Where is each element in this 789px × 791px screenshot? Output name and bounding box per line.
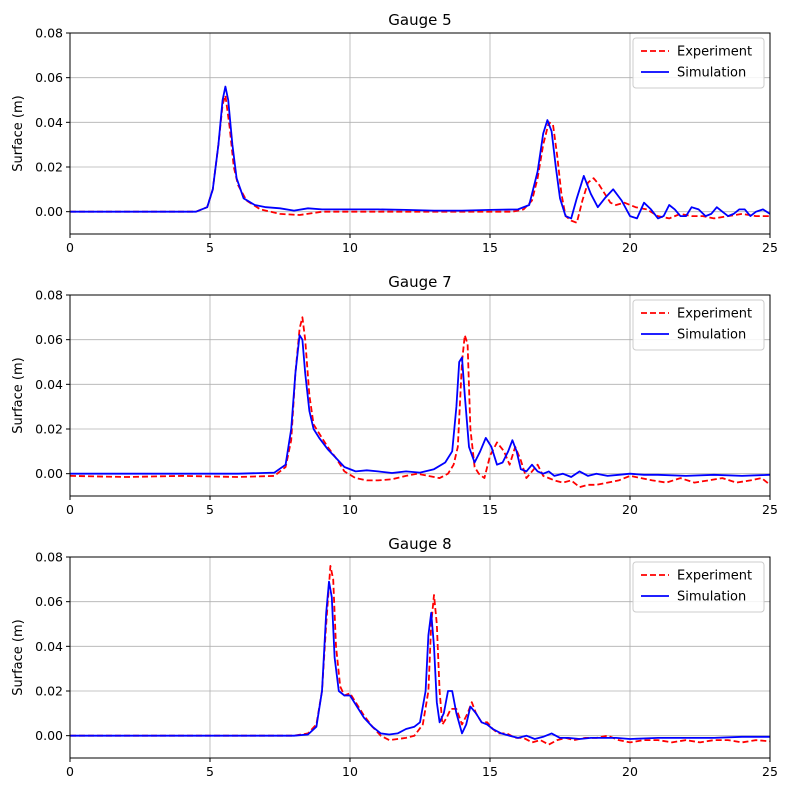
x-tick-label: 5 bbox=[206, 240, 214, 255]
y-tick-label: 0.02 bbox=[35, 422, 63, 437]
x-tick-label: 0 bbox=[66, 502, 74, 517]
legend-box bbox=[632, 299, 765, 351]
y-tick-label: 0.00 bbox=[35, 204, 63, 219]
legend-label-experiment: Experiment bbox=[677, 45, 752, 60]
series-line-simulation bbox=[70, 580, 770, 740]
x-tick-label: 15 bbox=[482, 764, 498, 779]
chart-title: Gauge 7 bbox=[388, 273, 451, 291]
y-tick-label: 0.06 bbox=[35, 70, 63, 85]
y-tick-label: 0.08 bbox=[35, 26, 63, 41]
legend-label-experiment: Experiment bbox=[677, 307, 752, 322]
axes-frame bbox=[69, 294, 771, 497]
chart-title: Gauge 8 bbox=[388, 535, 451, 553]
x-tick-label: 25 bbox=[762, 240, 778, 255]
x-tick-label: 0 bbox=[66, 764, 74, 779]
chart-panel-3: 0 5 10 15 20 25 0.00 0.02 0.04 0.06 0.08 Gauge 8 Sur… bbox=[11, 535, 778, 779]
y-tick-label: 0.00 bbox=[35, 466, 63, 481]
legend-label-simulation: Simulation bbox=[677, 590, 746, 605]
y-axis-label: Surface (m) bbox=[11, 619, 26, 695]
series-line-simulation bbox=[70, 85, 770, 220]
x-tick-label: 25 bbox=[762, 764, 778, 779]
y-tick-label: 0.08 bbox=[35, 288, 63, 303]
x-tick-label: 15 bbox=[482, 502, 498, 517]
series-line-experiment bbox=[70, 94, 770, 224]
x-tick-label: 10 bbox=[342, 502, 358, 517]
x-tick-label: 20 bbox=[622, 764, 638, 779]
x-tick-label: 10 bbox=[342, 764, 358, 779]
y-tick-label: 0.08 bbox=[35, 550, 63, 565]
chart-panel-1: 0 5 10 15 20 25 0.00 0.02 0.04 0.06 0.08 Gauge 5 Sur… bbox=[11, 11, 778, 255]
x-tick-label: 25 bbox=[762, 502, 778, 517]
legend-box bbox=[632, 37, 765, 89]
y-axis-label: Surface (m) bbox=[11, 357, 26, 433]
y-tick-label: 0.06 bbox=[35, 594, 63, 609]
axes-frame bbox=[69, 556, 771, 759]
x-tick-label: 20 bbox=[622, 502, 638, 517]
legend: Experiment Simulation bbox=[632, 299, 765, 351]
legend: Experiment Simulation bbox=[632, 561, 765, 613]
x-tick-label: 10 bbox=[342, 240, 358, 255]
x-tick-label: 20 bbox=[622, 240, 638, 255]
x-tick-label: 15 bbox=[482, 240, 498, 255]
y-tick-label: 0.04 bbox=[35, 115, 63, 130]
x-tick-label: 5 bbox=[206, 764, 214, 779]
y-tick-label: 0.02 bbox=[35, 684, 63, 699]
legend-label-simulation: Simulation bbox=[677, 328, 746, 343]
series-line-simulation bbox=[70, 334, 770, 478]
y-tick-label: 0.06 bbox=[35, 332, 63, 347]
y-axis-label: Surface (m) bbox=[11, 95, 26, 171]
chart-panel-2: 0 5 10 15 20 25 0.00 0.02 0.04 0.06 0.08 Gauge 7 Sur… bbox=[11, 273, 778, 517]
x-tick-label: 5 bbox=[206, 502, 214, 517]
y-tick-label: 0.02 bbox=[35, 160, 63, 175]
legend: Experiment Simulation bbox=[632, 37, 765, 89]
legend-box bbox=[632, 561, 765, 613]
y-tick-label: 0.04 bbox=[35, 639, 63, 654]
series-line-experiment bbox=[70, 316, 770, 488]
legend-label-simulation: Simulation bbox=[677, 66, 746, 81]
y-tick-label: 0.04 bbox=[35, 377, 63, 392]
chart-title: Gauge 5 bbox=[388, 11, 451, 29]
legend-label-experiment: Experiment bbox=[677, 569, 752, 584]
x-tick-label: 0 bbox=[66, 240, 74, 255]
axes-frame bbox=[69, 32, 771, 235]
y-tick-label: 0.00 bbox=[35, 728, 63, 743]
